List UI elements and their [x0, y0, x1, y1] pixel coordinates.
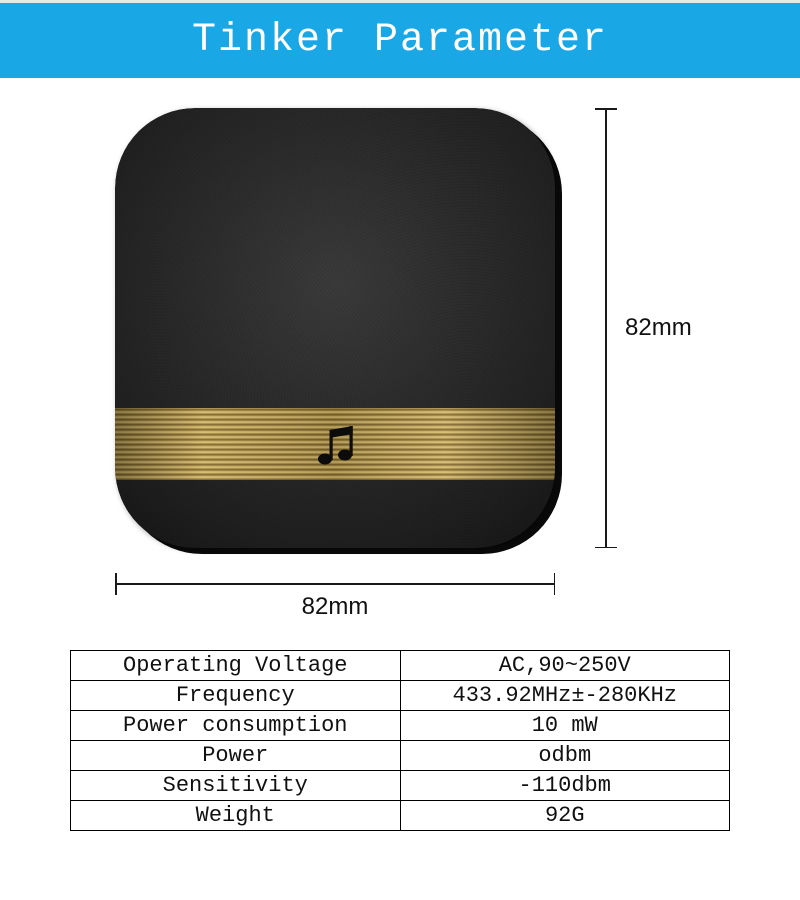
dimension-line	[605, 108, 607, 548]
device-face	[115, 108, 555, 548]
spec-value: -110dbm	[400, 771, 730, 801]
header-bar: Tinker Parameter	[0, 0, 800, 78]
spec-key: Power consumption	[71, 711, 401, 741]
spec-table-body: Operating Voltage AC,90~250V Frequency 4…	[71, 651, 730, 831]
dimension-cap	[554, 573, 556, 595]
product-diagram: 82mm 82mm	[0, 78, 800, 638]
dimension-height-label: 82mm	[625, 314, 692, 342]
table-row: Power odbm	[71, 741, 730, 771]
table-row: Sensitivity -110dbm	[71, 771, 730, 801]
header-title: Tinker Parameter	[192, 18, 608, 63]
dimension-line	[115, 583, 555, 585]
spec-value: AC,90~250V	[400, 651, 730, 681]
dimension-width: 82mm	[115, 573, 555, 633]
spec-value: 10 mW	[400, 711, 730, 741]
spec-key: Sensitivity	[71, 771, 401, 801]
dimension-cap	[595, 547, 617, 549]
spec-key: Frequency	[71, 681, 401, 711]
spec-key: Operating Voltage	[71, 651, 401, 681]
spec-value: 92G	[400, 801, 730, 831]
table-row: Power consumption 10 mW	[71, 711, 730, 741]
spec-value: odbm	[400, 741, 730, 771]
spec-key: Weight	[71, 801, 401, 831]
music-note-icon	[312, 422, 358, 468]
spec-table: Operating Voltage AC,90~250V Frequency 4…	[70, 650, 730, 831]
table-row: Frequency 433.92MHz±-280KHz	[71, 681, 730, 711]
spec-key: Power	[71, 741, 401, 771]
device-body	[115, 108, 555, 548]
spec-value: 433.92MHz±-280KHz	[400, 681, 730, 711]
dimension-height: 82mm	[595, 108, 685, 548]
table-row: Weight 92G	[71, 801, 730, 831]
table-row: Operating Voltage AC,90~250V	[71, 651, 730, 681]
dimension-width-label: 82mm	[302, 593, 369, 621]
